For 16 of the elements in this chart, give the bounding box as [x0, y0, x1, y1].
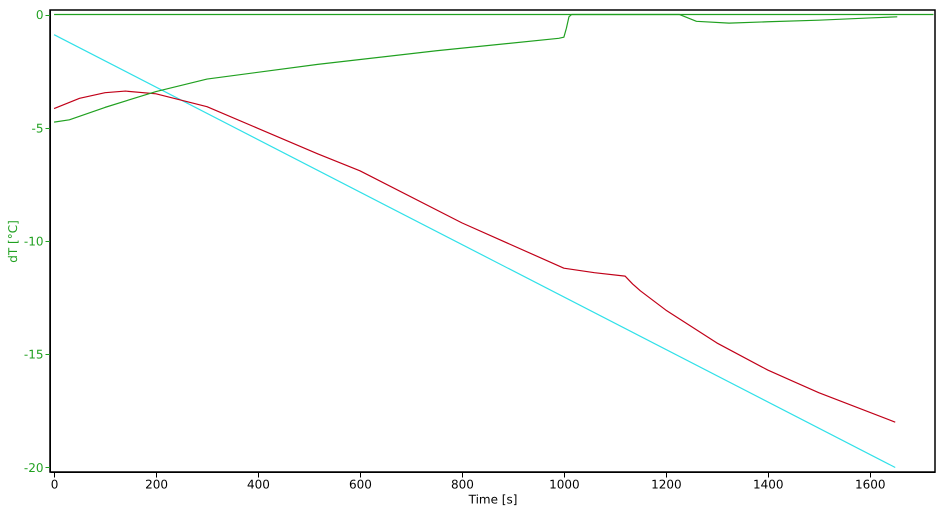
- x-tick-label: 1000: [549, 478, 580, 492]
- x-axis-title: Time [s]: [468, 492, 518, 506]
- x-tick-label: 400: [247, 478, 270, 492]
- y-tick-label: 0: [36, 8, 44, 22]
- y-axis-title: dT [°C]: [6, 220, 20, 263]
- x-tick-label: 600: [349, 478, 372, 492]
- y-tick-label: -10: [24, 234, 44, 248]
- x-tick-label: 800: [450, 478, 474, 492]
- x-tick-label: 1600: [854, 478, 886, 492]
- y-tick-label: -15: [24, 348, 44, 362]
- x-tick-label: 1200: [651, 478, 682, 492]
- y-tick-label: -20: [24, 460, 44, 475]
- y-tick-label: -5: [32, 121, 44, 136]
- x-tick-label: 200: [145, 478, 168, 492]
- x-tick-label: 1400: [753, 478, 784, 492]
- x-tick-label: 0: [50, 478, 58, 492]
